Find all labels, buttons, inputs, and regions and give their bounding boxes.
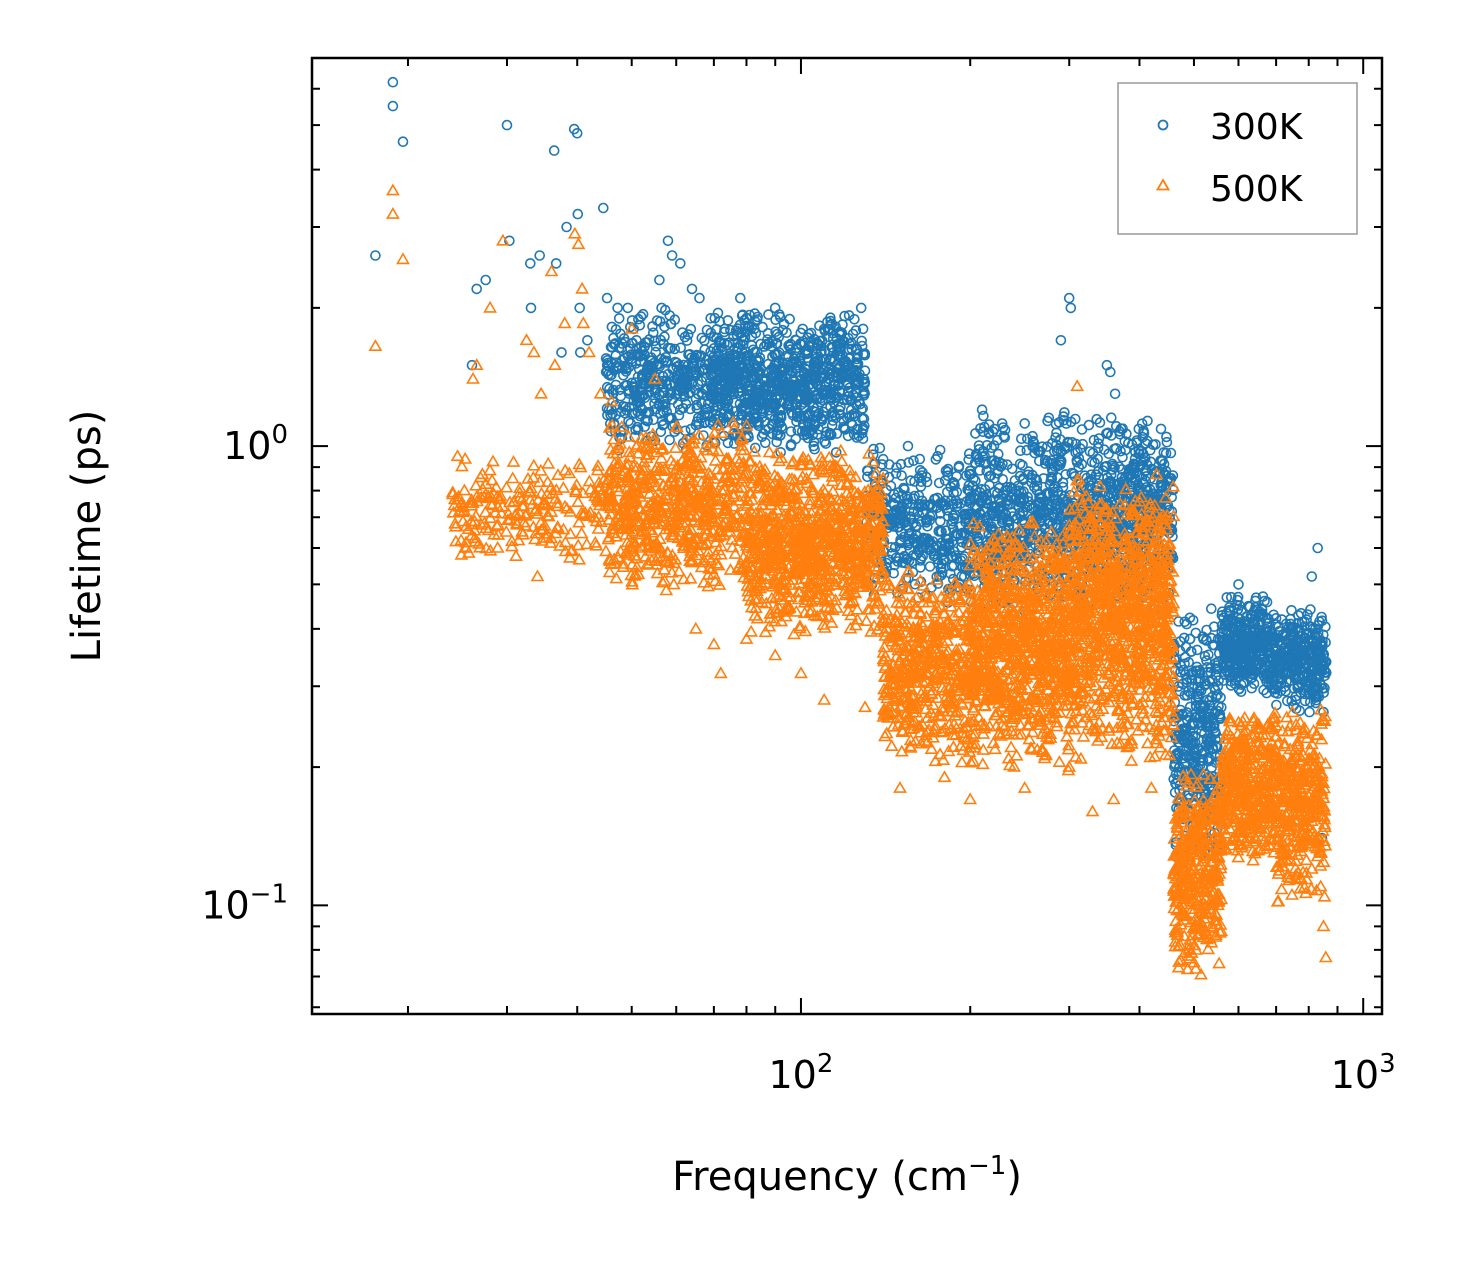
point-300K xyxy=(649,393,661,404)
point-300K xyxy=(664,310,676,321)
point-300K xyxy=(603,369,614,380)
point-300K xyxy=(632,371,644,383)
point-300K xyxy=(682,329,694,340)
point-300K xyxy=(705,312,717,324)
point-300K xyxy=(619,352,631,364)
point-300K xyxy=(649,398,660,409)
point-300K xyxy=(655,334,667,346)
point-300K xyxy=(648,414,659,426)
point-300K xyxy=(672,399,684,410)
point-300K xyxy=(667,363,679,374)
point-300K xyxy=(657,375,668,387)
point-300K xyxy=(655,408,666,419)
point-300K xyxy=(608,332,619,344)
point-300K xyxy=(665,342,677,354)
point-300K xyxy=(651,315,663,326)
point-300K xyxy=(657,419,669,431)
point-300K xyxy=(627,381,639,393)
point-300K xyxy=(633,363,645,375)
point-300K xyxy=(699,335,710,346)
point-300K xyxy=(856,335,868,347)
point-300K xyxy=(649,335,660,347)
point-300K xyxy=(683,349,694,361)
point-300K xyxy=(620,336,631,348)
point-300K xyxy=(624,401,635,413)
point-300K xyxy=(600,366,612,378)
point-300K xyxy=(602,409,613,421)
point-300K xyxy=(639,421,651,433)
point-300K xyxy=(613,362,624,374)
point-300K xyxy=(672,388,684,399)
point-300K xyxy=(688,369,699,381)
point-300K xyxy=(631,391,643,403)
point-300K xyxy=(679,373,691,385)
point-300K xyxy=(606,321,618,333)
point-300K xyxy=(691,399,703,411)
point-300K xyxy=(682,359,694,371)
point-300K xyxy=(643,375,654,387)
point-300K xyxy=(648,357,660,369)
point-300K xyxy=(675,342,687,354)
point-300K xyxy=(632,350,643,362)
point-300K xyxy=(663,412,674,423)
point-300K xyxy=(617,369,629,381)
point-300K xyxy=(692,378,704,390)
point-300K xyxy=(625,417,636,429)
point-300K xyxy=(696,412,707,424)
point-300K xyxy=(685,423,697,435)
point-300K xyxy=(642,415,654,426)
point-300K xyxy=(633,313,644,325)
point-300K xyxy=(634,401,646,413)
data-points xyxy=(368,76,1333,980)
point-300K xyxy=(699,409,710,421)
point-300K xyxy=(659,321,670,333)
point-300K xyxy=(650,346,662,358)
point-300K xyxy=(657,386,669,398)
point-300K xyxy=(696,332,708,344)
point-300K xyxy=(685,323,697,335)
point-300K xyxy=(677,327,688,338)
point-300K xyxy=(632,424,644,435)
point-300K xyxy=(690,350,702,362)
point-300K xyxy=(605,356,617,368)
point-300K xyxy=(678,385,690,397)
point-300K xyxy=(617,400,629,412)
point-300K xyxy=(695,350,707,362)
point-300K xyxy=(685,386,696,398)
point-300K xyxy=(616,362,628,374)
point-300K xyxy=(643,334,655,345)
point-300K xyxy=(656,353,667,365)
point-300K xyxy=(660,375,672,387)
point-300K xyxy=(613,342,625,354)
point-300K xyxy=(669,343,681,355)
point-300K xyxy=(681,335,693,346)
point-300K xyxy=(624,321,636,333)
point-300K xyxy=(700,403,712,414)
point-300K xyxy=(661,406,673,417)
point-300K xyxy=(700,372,712,384)
point-300K xyxy=(613,313,625,324)
point-300K xyxy=(653,359,665,370)
point-300K xyxy=(614,384,626,396)
point-300K xyxy=(623,415,634,427)
point-300K xyxy=(664,434,675,446)
point-300K xyxy=(831,428,843,439)
